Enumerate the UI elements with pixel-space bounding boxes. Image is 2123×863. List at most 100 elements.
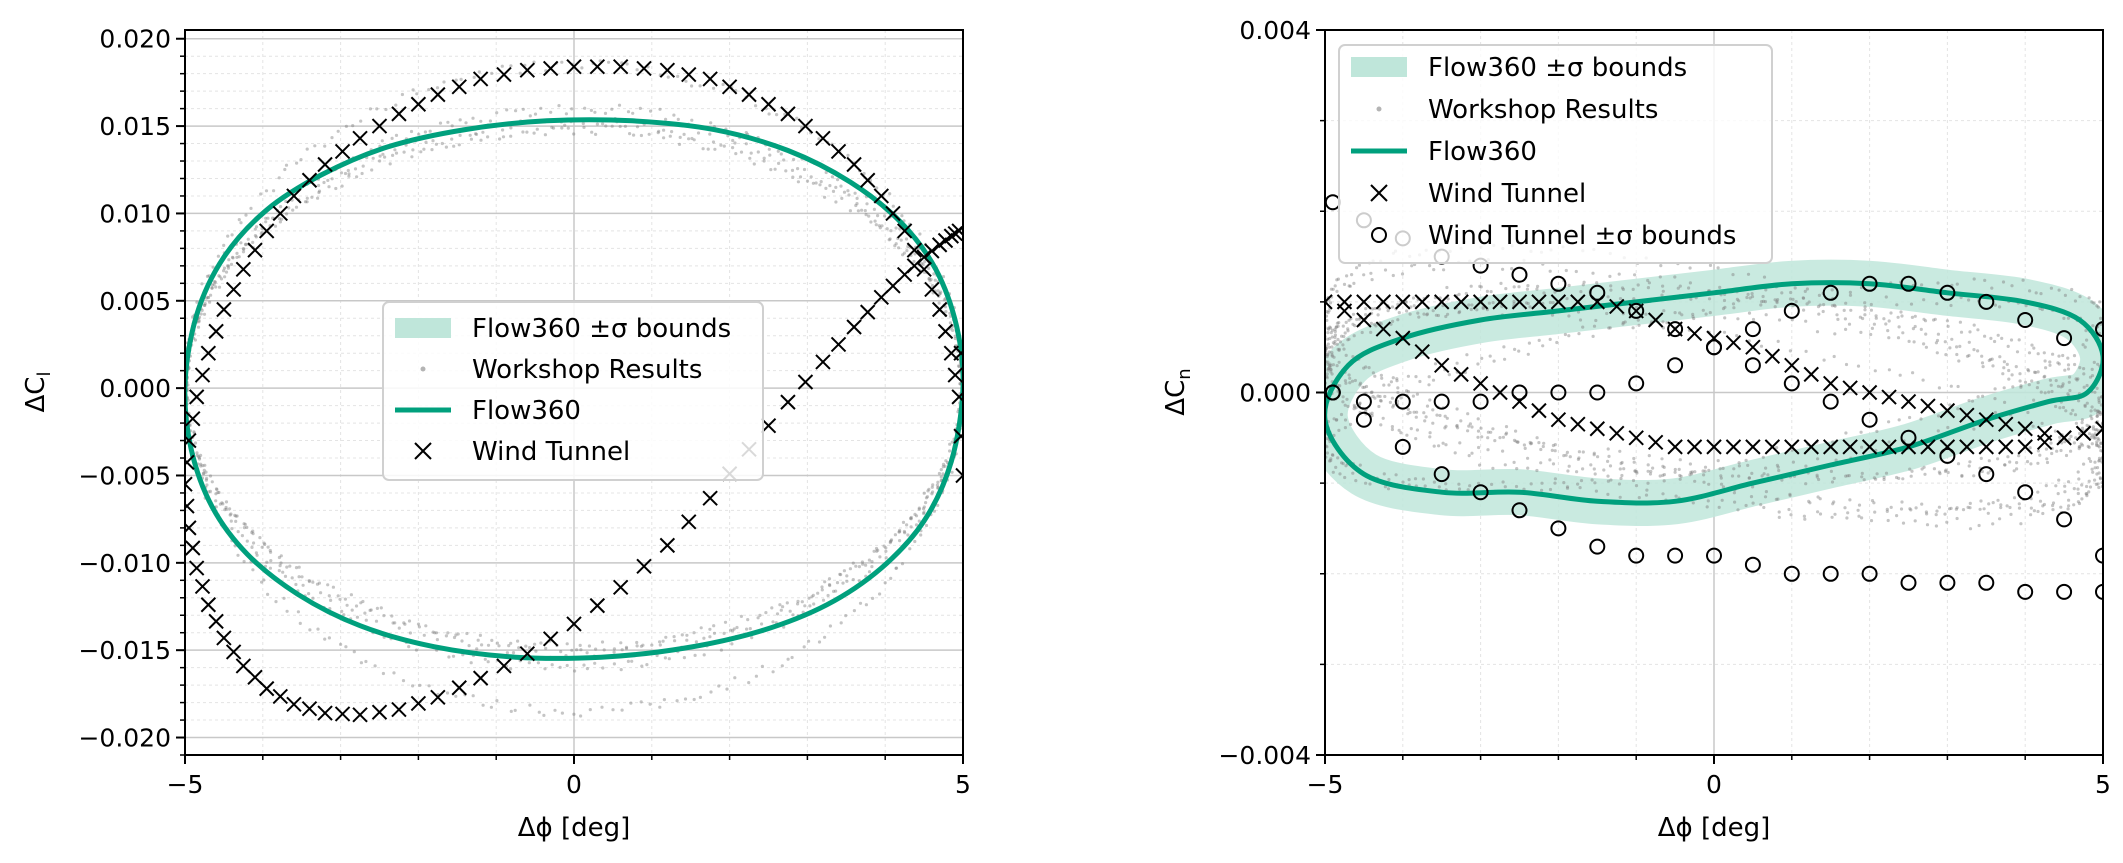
workshop-point [1414,415,1418,419]
workshop-point [2074,421,2078,425]
workshop-point [199,464,203,468]
workshop-point [245,525,249,530]
workshop-point [1620,473,1624,478]
workshop-point [1691,312,1695,316]
workshop-point [252,541,256,545]
workshop-point [1330,328,1335,332]
workshop-point [1339,412,1344,417]
workshop-point [1788,492,1792,496]
workshop-point [311,596,315,600]
workshop-point [297,565,301,569]
workshop-point [694,640,699,644]
workshop-point [1591,334,1595,338]
workshop-point [1993,387,1997,391]
workshop-point [2055,449,2059,453]
workshop-point [1548,337,1552,341]
workshop-point [1661,492,1665,496]
workshop-point [2097,471,2101,475]
workshop-point [1536,284,1540,288]
workshop-point [422,147,426,151]
workshop-point [1932,467,1936,471]
workshop-point [1370,414,1374,418]
workshop-point [2049,441,2053,445]
wind-tunnel-point [371,704,388,720]
workshop-point [812,602,816,606]
workshop-point [2089,435,2093,439]
workshop-point [2040,307,2044,312]
workshop-point [1364,384,1369,389]
workshop-point [735,625,739,630]
workshop-point [1869,332,1873,337]
workshop-point [1435,413,1439,417]
workshop-point [460,639,464,643]
workshop-point [352,650,356,654]
workshop-point [1517,285,1521,289]
workshop-point [2088,375,2093,379]
workshop-point [279,554,283,558]
workshop-point [1816,305,1821,309]
workshop-point [1863,308,1867,312]
wind-tunnel-bound-point [1355,393,1372,410]
workshop-point [2087,479,2091,483]
wind-tunnel-bound-point [1861,275,1878,292]
workshop-point [1764,490,1768,494]
workshop-point [446,631,450,635]
workshop-point [2050,451,2054,456]
workshop-point [1432,480,1436,484]
workshop-point [1993,410,1997,415]
legend-label-band: Flow360 ±σ bounds [1428,53,1687,83]
workshop-point [585,667,590,671]
workshop-point [2091,470,2095,474]
workshop-point [920,261,924,266]
workshop-point [1466,429,1470,433]
workshop-point [273,224,278,228]
workshop-point [2017,506,2022,510]
wind-tunnel-point [1667,439,1683,455]
workshop-point [1445,285,1449,290]
workshop-point [209,293,213,297]
wind-tunnel-point [1647,434,1664,451]
workshop-point [1336,337,1340,342]
workshop-point [2051,503,2055,508]
workshop-point [2015,461,2019,465]
workshop-point [872,207,877,211]
workshop-point [1631,478,1636,483]
workshop-point [1934,524,1938,528]
workshop-point [1333,329,1337,334]
workshop-point [883,581,887,585]
workshop-point [2021,278,2025,282]
workshop-point [1526,456,1530,460]
workshop-point [733,141,737,145]
workshop-point [845,574,849,578]
wind-tunnel-bound-point [2095,583,2103,600]
workshop-point [239,241,243,245]
workshop-point [1335,342,1339,346]
workshop-point [1391,319,1395,323]
workshop-point [305,147,309,151]
workshop-point [2083,404,2087,408]
workshop-point [678,135,682,139]
workshop-point [840,196,844,200]
workshop-point [1846,474,1850,478]
workshop-point [1925,523,1930,527]
workshop-point [2061,405,2066,410]
workshop-point [771,620,775,624]
workshop-point [280,217,284,221]
workshop-point [612,662,617,666]
workshop-point [1576,482,1580,486]
workshop-point [553,708,557,712]
workshop-point [269,550,273,554]
workshop-point [294,566,299,570]
workshop-point [322,180,326,185]
workshop-point [854,203,858,208]
workshop-point [828,583,832,588]
workshop-point [1466,488,1470,492]
workshop-point [2082,385,2086,389]
workshop-point [1548,458,1552,462]
workshop-point [1592,453,1596,457]
workshop-point [2105,324,2108,327]
wind-tunnel-point [589,58,606,75]
workshop-point [291,208,295,212]
workshop-point [1381,416,1385,420]
workshop-point [1910,469,1914,473]
